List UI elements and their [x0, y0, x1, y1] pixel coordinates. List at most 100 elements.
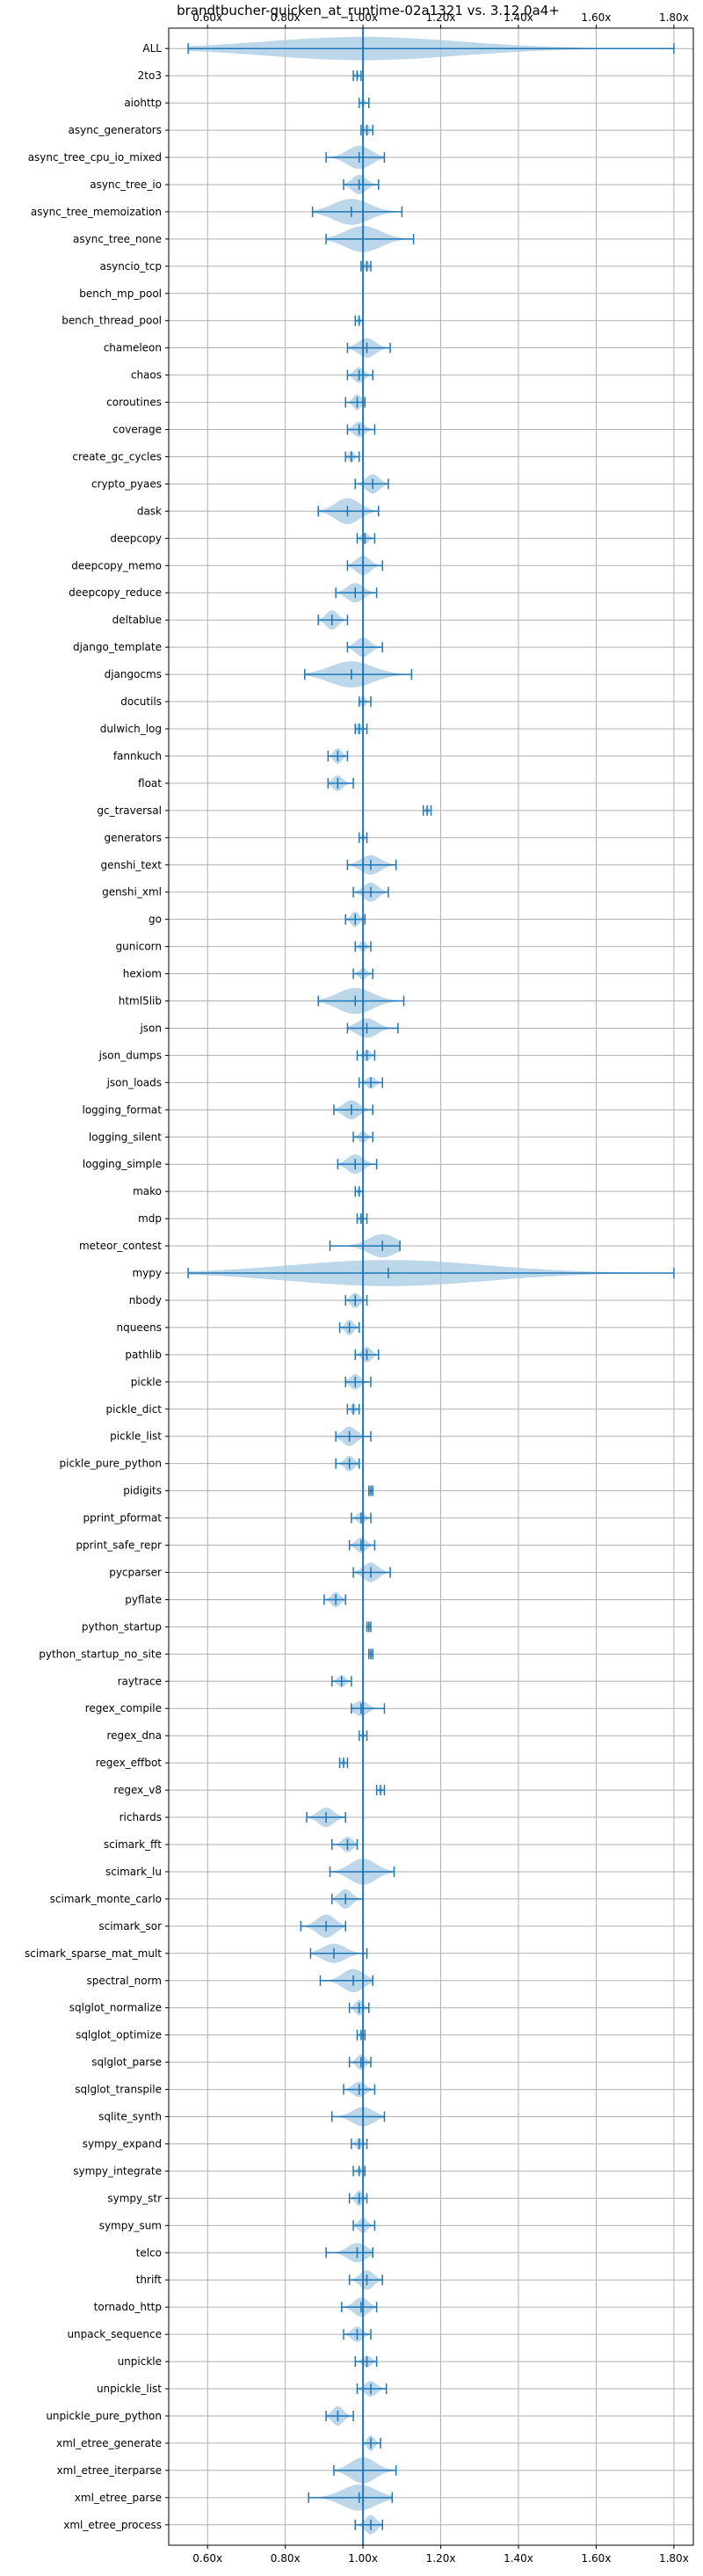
violin-mdp	[356, 1213, 368, 1225]
benchmark-label: dask	[137, 505, 162, 517]
violin-create_gc_cycles	[344, 450, 360, 463]
benchmark-label: pyflate	[125, 1593, 162, 1605]
violin-pathlib	[354, 1347, 380, 1363]
benchmark-label: async_tree_cpu_io_mixed	[28, 151, 162, 164]
benchmark-label: sympy_integrate	[73, 2165, 162, 2177]
violin-async_tree_memoization	[311, 199, 403, 225]
benchmark-label: json	[139, 1022, 162, 1034]
violin-logging_format	[333, 1100, 373, 1120]
benchmark-label: unpack_sequence	[67, 2328, 162, 2340]
benchmark-label: sqlglot_optimize	[76, 2029, 162, 2041]
violin-meteor_contest	[329, 1233, 401, 1258]
x-tick-label-bottom: 1.80x	[659, 2552, 689, 2565]
benchmark-label: sympy_str	[107, 2192, 162, 2204]
violin-unpickle_list	[356, 2381, 388, 2397]
violin-dulwich_log	[354, 723, 368, 735]
x-tick-label-bottom: 0.80x	[271, 2552, 301, 2565]
benchmark-label: genshi_text	[101, 859, 163, 871]
grid-layer	[169, 28, 693, 2545]
violin-thrift	[348, 2270, 383, 2290]
benchmark-label: meteor_contest	[79, 1240, 162, 1252]
violin-deltablue	[317, 610, 349, 630]
violin-genshi_xml	[352, 882, 389, 902]
violin-python_startup_no_site	[367, 1648, 373, 1660]
violin-async_tree_cpu_io_mixed	[325, 145, 386, 170]
benchmark-label: pickle_dict	[106, 1403, 163, 1415]
benchmark-label: pycparser	[109, 1566, 162, 1578]
violin-scimark_sor	[300, 1914, 346, 1939]
benchmark-label: unpickle_pure_python	[46, 2410, 162, 2422]
violin-djangocms	[304, 661, 413, 688]
benchmark-label: pickle_pure_python	[60, 1458, 162, 1470]
benchmark-label: go	[149, 913, 162, 926]
benchmark-label: regex_effbot	[96, 1757, 163, 1769]
axis-layer: 0.60x 0.60x 0.80x 0.80x 1.00x 1.00x 1.20x 1.20x…	[25, 11, 689, 2565]
violin-sqlglot_parse	[348, 2054, 372, 2070]
violin-pprint_safe_repr	[348, 1537, 376, 1554]
benchmark-label: deepcopy	[110, 532, 162, 544]
benchmark-label: sqlglot_normalize	[69, 2002, 162, 2014]
violin-gc_traversal	[422, 804, 432, 816]
violin-pickle_pure_python	[335, 1455, 360, 1472]
x-tick-label-bottom: 1.60x	[582, 2552, 612, 2565]
benchmark-label: mdp	[138, 1212, 162, 1225]
x-tick-label-bottom: 1.40x	[504, 2552, 533, 2565]
violin-pprint_pformat	[351, 1511, 372, 1524]
benchmark-label: async_tree_memoization	[31, 206, 162, 218]
violin-deepcopy	[356, 532, 376, 544]
x-tick-label-top: 0.80x	[271, 11, 301, 24]
benchmark-label: sympy_sum	[99, 2219, 162, 2231]
violin-pidigits	[367, 1485, 373, 1496]
benchmark-label: logging_silent	[89, 1131, 162, 1143]
benchmark-label: logging_format	[82, 1103, 162, 1116]
benchmark-label: generators	[104, 832, 162, 844]
benchmark-label: chaos	[131, 369, 162, 382]
benchmark-label: raytrace	[118, 1675, 162, 1687]
benchmark-label: regex_dna	[106, 1729, 162, 1742]
violin-async_generators	[360, 124, 373, 136]
benchmark-label: spectral_norm	[86, 1975, 162, 1987]
violin-coroutines	[344, 394, 366, 411]
x-tick-label-bottom: 0.60x	[192, 2552, 222, 2565]
benchmark-label: django_template	[73, 641, 162, 653]
violin-chaos	[346, 367, 373, 383]
violin-unpack_sequence	[343, 2326, 372, 2342]
violin-xml_etree_parse	[308, 2484, 394, 2511]
benchmark-label: aiohttp	[124, 97, 162, 109]
benchmark-label: sqlglot_transpile	[75, 2084, 162, 2096]
x-tick-label-top: 1.20x	[426, 11, 456, 24]
benchmark-label: html5lib	[119, 995, 162, 1008]
violin-xml_etree_process	[354, 2514, 383, 2535]
violin-regex_v8	[375, 1785, 386, 1796]
benchmark-label: async_generators	[69, 124, 162, 136]
violin-scimark_fft	[330, 1837, 359, 1852]
benchmark-label: json_dumps	[98, 1049, 162, 1061]
violin-unpickle_pure_python	[325, 2405, 354, 2427]
benchmark-label: scimark_lu	[105, 1866, 162, 1878]
violin-genshi_text	[346, 855, 397, 875]
benchmark-label: sympy_expand	[83, 2137, 162, 2150]
violin-logging_simple	[337, 1154, 378, 1175]
benchmark-label: deepcopy_memo	[71, 559, 162, 571]
benchmark-label: xml_etree_generate	[56, 2437, 162, 2449]
benchmark-label: logging_simple	[83, 1158, 162, 1170]
benchmark-label: crypto_pyaes	[91, 477, 162, 490]
violin-nqueens	[338, 1320, 360, 1335]
violin-crypto_pyaes	[354, 474, 389, 494]
benchmark-label: pprint_safe_repr	[76, 1539, 162, 1552]
benchmark-label: deltablue	[112, 614, 162, 626]
benchmark-label: regex_v8	[113, 1784, 162, 1796]
benchmark-label: coverage	[112, 424, 162, 436]
violin-html5lib	[317, 987, 405, 1015]
benchmark-label: coroutines	[106, 397, 162, 409]
violin-ALL	[187, 36, 675, 61]
benchmark-label: ALL	[142, 42, 162, 55]
violin-regex_compile	[351, 1700, 386, 1717]
benchmark-label: xml_etree_iterparse	[56, 2464, 162, 2477]
benchmark-label: bench_mp_pool	[79, 287, 162, 300]
violin-sqlglot_transpile	[343, 2081, 376, 2098]
violin-2to3	[352, 70, 362, 82]
